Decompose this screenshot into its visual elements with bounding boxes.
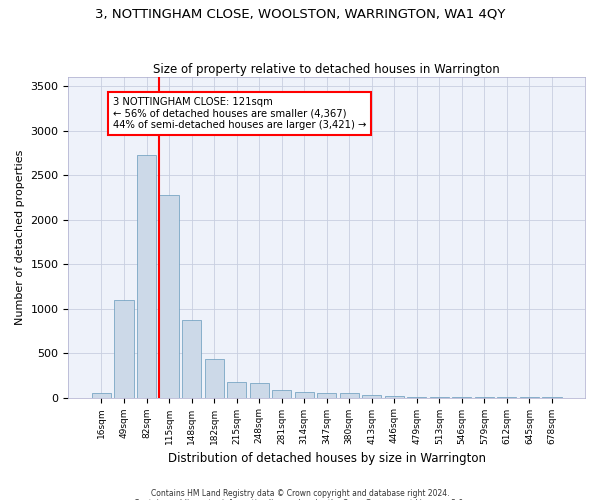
Y-axis label: Number of detached properties: Number of detached properties <box>15 150 25 325</box>
Text: 3 NOTTINGHAM CLOSE: 121sqm
← 56% of detached houses are smaller (4,367)
44% of s: 3 NOTTINGHAM CLOSE: 121sqm ← 56% of deta… <box>113 96 366 130</box>
Text: Contains HM Land Registry data © Crown copyright and database right 2024.: Contains HM Land Registry data © Crown c… <box>151 488 449 498</box>
Bar <box>272 390 291 398</box>
Bar <box>250 384 269 398</box>
Bar <box>137 156 156 398</box>
Bar <box>407 396 427 398</box>
Bar <box>340 393 359 398</box>
Bar <box>115 300 134 398</box>
Bar <box>205 360 224 398</box>
Bar <box>227 382 246 398</box>
Bar <box>92 393 111 398</box>
Bar <box>430 397 449 398</box>
Bar <box>362 395 382 398</box>
Bar <box>160 194 179 398</box>
Title: Size of property relative to detached houses in Warrington: Size of property relative to detached ho… <box>154 63 500 76</box>
Bar <box>385 396 404 398</box>
Bar <box>182 320 201 398</box>
Text: Contains public sector information licensed under the Open Government Licence v3: Contains public sector information licen… <box>134 498 466 500</box>
X-axis label: Distribution of detached houses by size in Warrington: Distribution of detached houses by size … <box>168 452 486 465</box>
Text: 3, NOTTINGHAM CLOSE, WOOLSTON, WARRINGTON, WA1 4QY: 3, NOTTINGHAM CLOSE, WOOLSTON, WARRINGTO… <box>95 8 505 20</box>
Bar <box>295 392 314 398</box>
Bar <box>317 393 336 398</box>
